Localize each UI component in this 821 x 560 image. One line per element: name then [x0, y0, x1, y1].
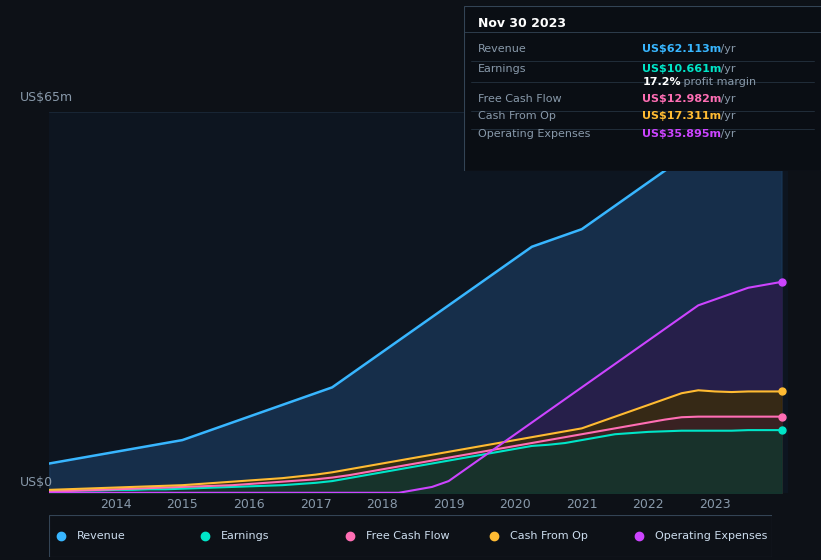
Text: Free Cash Flow: Free Cash Flow: [365, 531, 449, 541]
Text: /yr: /yr: [718, 129, 736, 139]
Text: US$12.982m: US$12.982m: [643, 94, 722, 104]
Text: Revenue: Revenue: [76, 531, 126, 541]
Text: Operating Expenses: Operating Expenses: [478, 129, 590, 139]
Text: Cash From Op: Cash From Op: [478, 111, 556, 122]
Text: US$10.661m: US$10.661m: [643, 64, 722, 74]
Text: /yr: /yr: [718, 44, 736, 54]
Text: Free Cash Flow: Free Cash Flow: [478, 94, 562, 104]
Text: Nov 30 2023: Nov 30 2023: [478, 17, 566, 30]
Text: Earnings: Earnings: [221, 531, 270, 541]
Text: /yr: /yr: [718, 64, 736, 74]
Text: /yr: /yr: [718, 94, 736, 104]
Text: profit margin: profit margin: [680, 77, 756, 87]
Text: US$35.895m: US$35.895m: [643, 129, 722, 139]
Text: Revenue: Revenue: [478, 44, 527, 54]
Text: Earnings: Earnings: [478, 64, 526, 74]
Text: Operating Expenses: Operating Expenses: [654, 531, 767, 541]
Text: /yr: /yr: [718, 111, 736, 122]
Text: Cash From Op: Cash From Op: [510, 531, 588, 541]
Text: US$62.113m: US$62.113m: [643, 44, 722, 54]
Text: US$65m: US$65m: [20, 91, 73, 104]
Text: US$0: US$0: [20, 476, 53, 489]
FancyBboxPatch shape: [464, 6, 821, 171]
Text: US$17.311m: US$17.311m: [643, 111, 722, 122]
Text: 17.2%: 17.2%: [643, 77, 681, 87]
